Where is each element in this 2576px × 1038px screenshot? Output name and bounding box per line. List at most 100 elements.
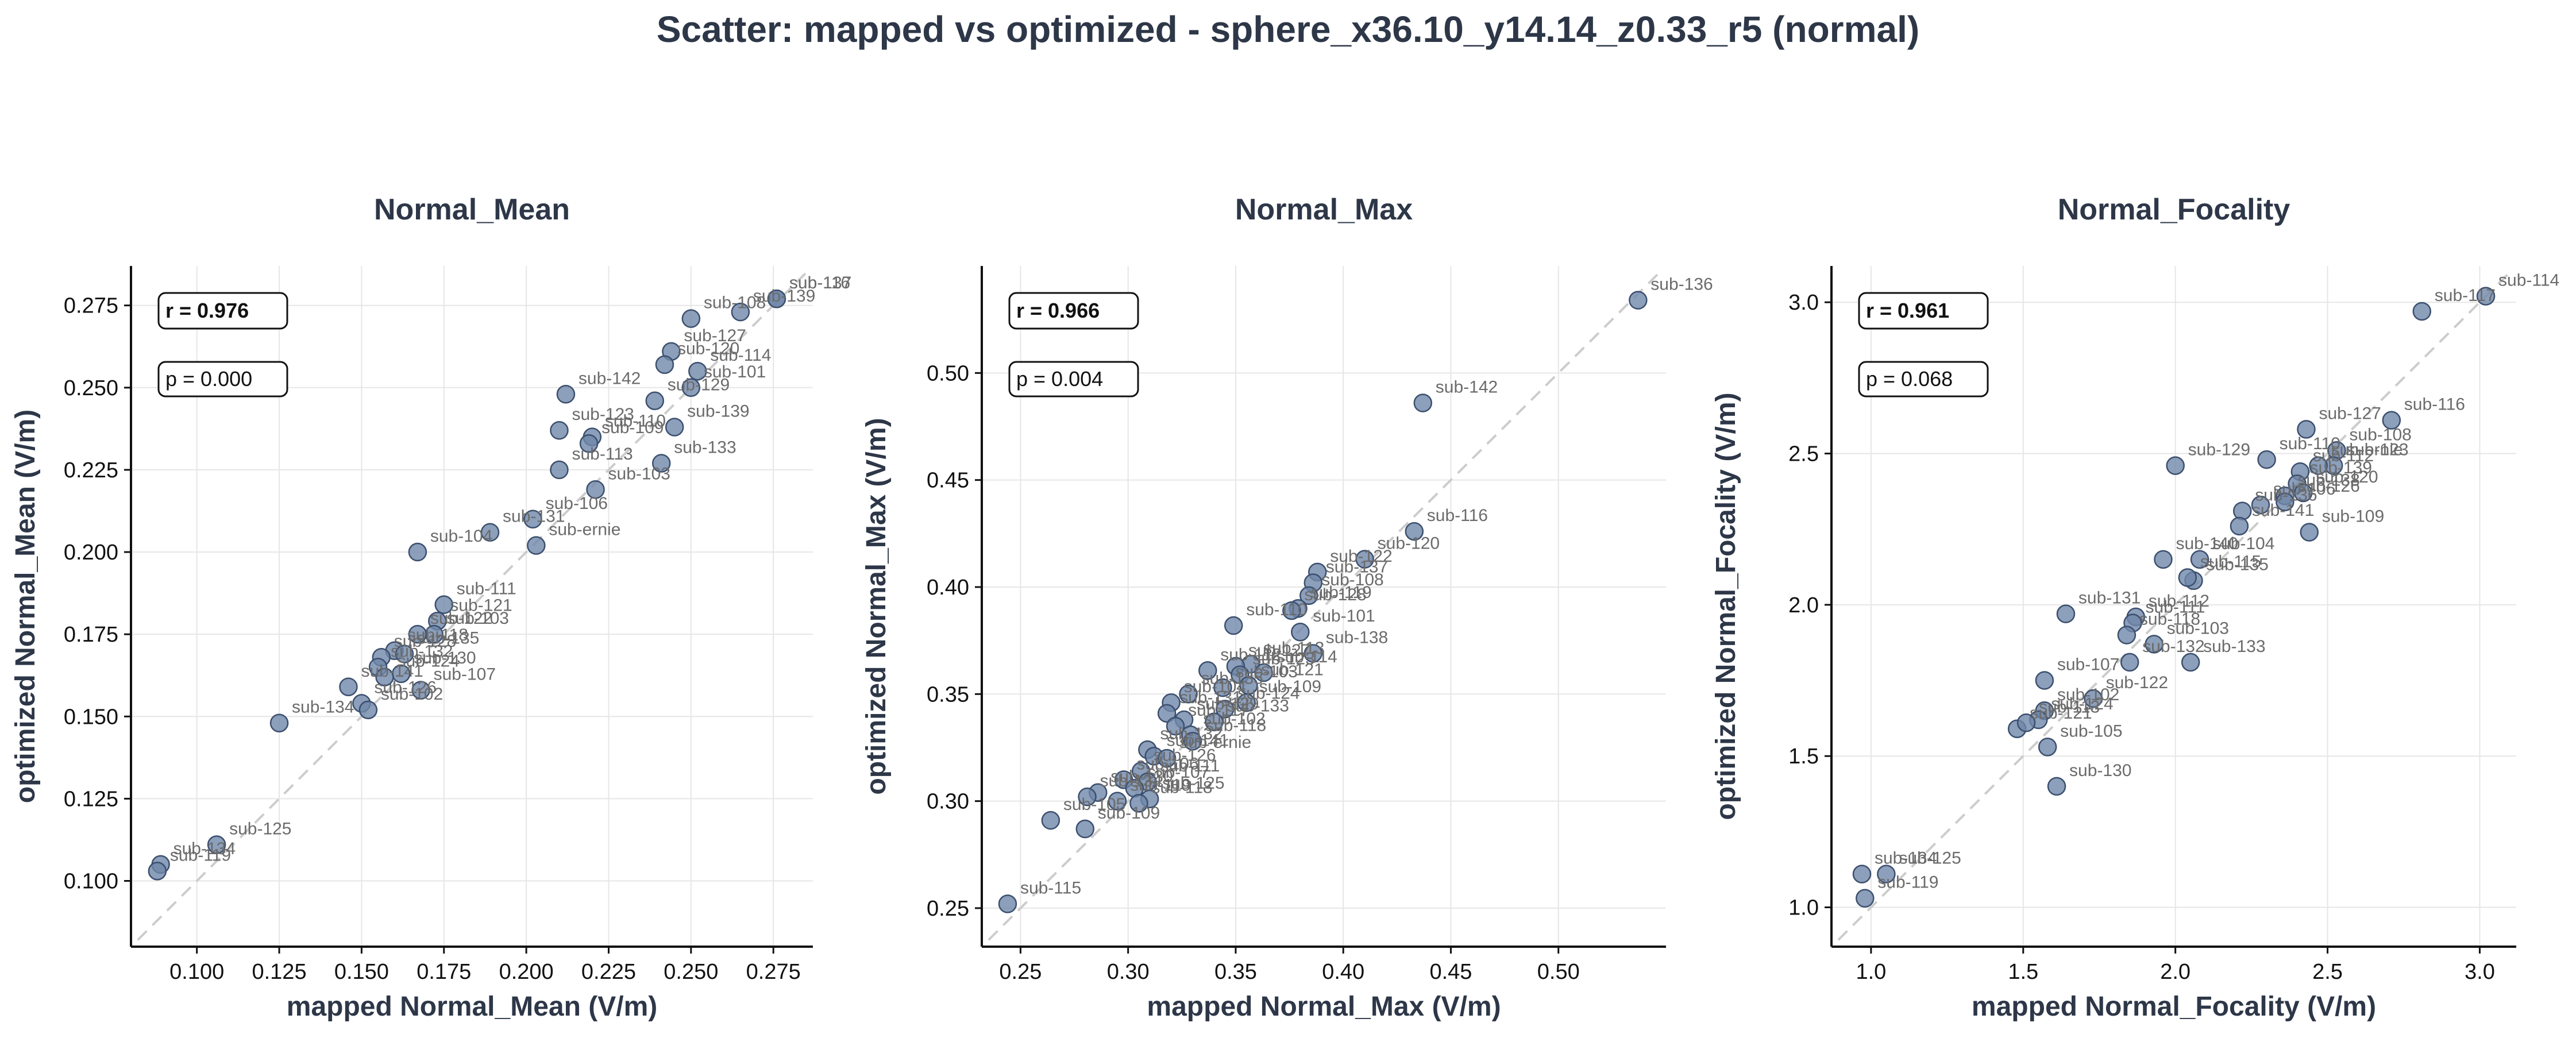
point-label: sub-111 xyxy=(2145,597,2205,616)
point-label: sub-136 xyxy=(1651,275,1713,294)
data-point xyxy=(434,595,454,614)
data-point xyxy=(269,713,289,732)
point-label: sub-139 xyxy=(687,402,749,421)
data-point xyxy=(2230,516,2249,536)
identity-line xyxy=(988,272,1660,941)
y-tick-label: 2.5 xyxy=(1788,442,1819,466)
x-axis-label: mapped Normal_Mean (V/m) xyxy=(287,991,657,1022)
data-point xyxy=(998,894,1017,913)
point-label: sub-114 xyxy=(710,346,771,365)
point-label: sub-103 xyxy=(608,464,670,483)
y-tick-label: 1.0 xyxy=(1788,896,1819,920)
data-point xyxy=(358,700,378,720)
point-label: sub-121 xyxy=(450,596,512,615)
point-label: sub-102 xyxy=(1203,709,1265,728)
point-label: sub-133 xyxy=(2203,637,2265,656)
point-label: sub-ernie xyxy=(2331,441,2403,460)
point-label: sub-129 xyxy=(668,376,730,395)
x-tick-label: 2.5 xyxy=(2312,960,2343,984)
data-point xyxy=(2412,302,2432,321)
data-point xyxy=(1291,622,1310,642)
data-point xyxy=(527,536,546,555)
point-label: sub-131 xyxy=(2078,589,2141,608)
data-point xyxy=(2257,450,2276,469)
point-label: sub-136 xyxy=(2255,486,2317,505)
data-point xyxy=(523,510,542,529)
data-point xyxy=(1629,291,1648,310)
point-label: sub-141 xyxy=(2252,501,2314,520)
point-label: sub-134 xyxy=(1875,849,1937,868)
point-label: sub-132 xyxy=(1160,724,1222,743)
panel-title: Normal_Mean xyxy=(374,193,570,226)
scatter-panel-2: 1.0 1.5 2.0 2.5 3.01.01.52.02.53.0sub-114sub… xyxy=(1711,193,2559,1022)
point-label: sub-112 xyxy=(2313,446,2374,465)
point-label: sub-123 xyxy=(572,405,634,424)
r-value: r = 0.966 xyxy=(1016,299,1100,322)
data-point xyxy=(2120,653,2139,672)
y-tick-label: 0.125 xyxy=(64,787,118,811)
identity-line xyxy=(1837,272,2511,941)
data-point xyxy=(2047,777,2066,796)
y-tick-label: 0.40 xyxy=(927,576,969,600)
r-value-box xyxy=(157,292,288,330)
point-label: sub-135 xyxy=(2206,555,2268,574)
point-label: sub-135 xyxy=(417,629,479,648)
point-label: sub-141 xyxy=(1167,731,1229,750)
point-label: sub-109 xyxy=(1259,677,1321,696)
data-point xyxy=(2309,456,2328,475)
data-point xyxy=(645,391,665,410)
data-point xyxy=(480,523,500,542)
data-point xyxy=(2178,568,2197,587)
data-point xyxy=(408,542,427,562)
point-label: sub-109 xyxy=(2322,507,2384,526)
point-label: sub-124 xyxy=(1237,684,1299,703)
p-value: p = 0.068 xyxy=(1866,367,1953,391)
x-tick-label: 0.25 xyxy=(999,960,1042,984)
data-point xyxy=(1215,700,1235,719)
data-point xyxy=(1355,550,1374,569)
point-label: sub-108 xyxy=(704,294,766,312)
data-point xyxy=(1183,732,1202,751)
point-label: sub-135 xyxy=(1201,669,1263,688)
point-label: sub-118 xyxy=(1151,778,1212,797)
y-tick-label: 0.100 xyxy=(64,870,118,894)
data-point xyxy=(688,361,707,381)
point-label: sub-118 xyxy=(1205,716,1266,735)
point-label: sub-115 xyxy=(1020,878,1081,897)
data-point xyxy=(655,355,674,374)
y-tick-label: 0.30 xyxy=(927,790,969,814)
data-point xyxy=(1157,748,1177,768)
data-point xyxy=(1413,393,1433,412)
data-point xyxy=(1075,819,1095,839)
data-point xyxy=(1041,811,1061,830)
point-label: sub-113 xyxy=(1263,639,1324,658)
point-label: sub-138 xyxy=(2297,470,2359,489)
x-tick-label: 0.50 xyxy=(1537,960,1580,984)
p-value-box xyxy=(1858,361,1989,398)
point-label: sub-113 xyxy=(2039,697,2100,716)
x-tick-label: 0.225 xyxy=(581,960,636,984)
y-tick-label: 0.250 xyxy=(64,376,118,400)
point-label: sub-116 xyxy=(1427,506,1488,525)
point-label: sub-129 xyxy=(2188,441,2250,460)
data-point xyxy=(2297,420,2316,439)
point-label: sub-134 xyxy=(173,839,236,858)
point-label: sub-111 xyxy=(457,580,516,599)
data-point xyxy=(579,434,599,453)
data-point xyxy=(2181,653,2200,672)
point-label: sub-123 xyxy=(1252,650,1314,669)
data-point xyxy=(586,480,605,499)
p-value-box xyxy=(1008,361,1139,398)
point-label: sub-134 xyxy=(292,698,354,717)
data-point xyxy=(550,460,569,480)
data-point xyxy=(2293,483,2313,503)
data-point xyxy=(395,645,414,663)
data-point xyxy=(339,677,358,697)
data-point xyxy=(1213,678,1232,697)
y-tick-label: 0.150 xyxy=(64,705,118,729)
r-value-box xyxy=(1858,292,1989,330)
point-label: sub-131 xyxy=(503,507,565,526)
y-axis-label: optimized Normal_Max (V/m) xyxy=(861,418,892,794)
point-label: sub-125 xyxy=(229,820,291,839)
point-label: sub-122 xyxy=(1330,547,1392,566)
